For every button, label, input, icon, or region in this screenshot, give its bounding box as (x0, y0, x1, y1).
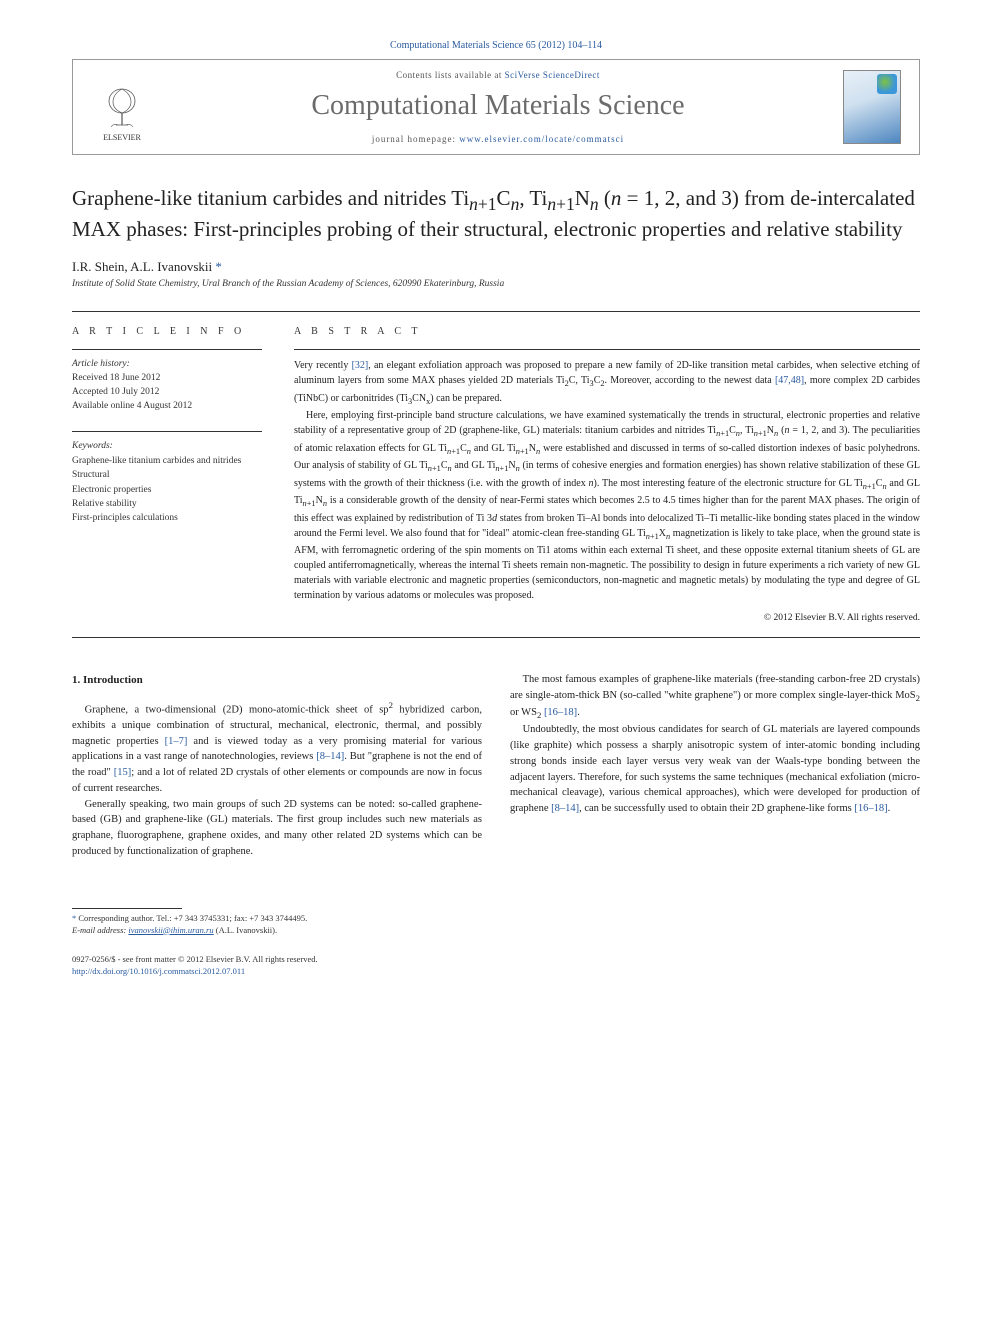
keyword-item: Electronic properties (72, 483, 262, 497)
info-divider-1 (72, 349, 262, 350)
info-abstract-row: A R T I C L E I N F O Article history: R… (72, 312, 920, 637)
article-title: Graphene-like titanium carbides and nitr… (72, 185, 920, 243)
authors: I.R. Shein, A.L. Ivanovskii * (72, 259, 920, 275)
page: Computational Materials Science 65 (2012… (0, 0, 992, 1038)
online-date: Available online 4 August 2012 (72, 400, 262, 414)
abstract-heading: A B S T R A C T (294, 326, 920, 337)
doi-link[interactable]: http://dx.doi.org/10.1016/j.commatsci.20… (72, 966, 245, 976)
elsevier-logo: ELSEVIER (91, 72, 153, 142)
keywords-list: Graphene-like titanium carbides and nitr… (72, 454, 262, 525)
contents-prefix: Contents lists available at (396, 70, 504, 80)
journal-reference: Computational Materials Science 65 (2012… (72, 40, 920, 51)
elsevier-tree-icon (101, 85, 143, 133)
keywords-label: Keywords: (72, 440, 262, 454)
elsevier-logo-text: ELSEVIER (103, 133, 141, 142)
received-date: Received 18 June 2012 (72, 372, 262, 386)
accepted-date: Accepted 10 July 2012 (72, 386, 262, 400)
affiliation: Institute of Solid State Chemistry, Ural… (72, 279, 920, 289)
body-para-2: Generally speaking, two main groups of s… (72, 797, 482, 860)
abstract-copyright: © 2012 Elsevier B.V. All rights reserved… (294, 613, 920, 623)
keyword-item: Graphene-like titanium carbides and nitr… (72, 454, 262, 468)
journal-homepage-link[interactable]: www.elsevier.com/locate/commatsci (459, 134, 624, 144)
body-para-1: Graphene, a two-dimensional (2D) mono-at… (72, 699, 482, 797)
corr-email-link[interactable]: ivanovskii@ihim.uran.ru (128, 925, 213, 935)
journal-header-box: ELSEVIER Contents lists available at Sci… (72, 59, 920, 155)
issn-line: 0927-0256/$ - see front matter © 2012 El… (72, 954, 920, 966)
abstract-para-1: Very recently [32], an elegant exfoliati… (294, 358, 920, 408)
body-para-4: Undoubtedly, the most obvious candidates… (510, 722, 920, 817)
journal-title: Computational Materials Science (171, 90, 825, 122)
keyword-item: Structural (72, 468, 262, 482)
article-history-block: Article history: Received 18 June 2012 A… (72, 358, 262, 413)
history-label: Article history: (72, 358, 262, 372)
article-info-heading: A R T I C L E I N F O (72, 326, 262, 337)
article-info-column: A R T I C L E I N F O Article history: R… (72, 326, 262, 623)
info-divider-2 (72, 431, 262, 432)
keywords-block: Keywords: Graphene-like titanium carbide… (72, 440, 262, 525)
abstract-column: A B S T R A C T Very recently [32], an e… (294, 326, 920, 623)
abstract-divider (294, 349, 920, 350)
keyword-item: Relative stability (72, 497, 262, 511)
journal-header-center: Contents lists available at SciVerse Sci… (171, 70, 825, 144)
keyword-item: First-principles calculations (72, 511, 262, 525)
footer: 0927-0256/$ - see front matter © 2012 El… (72, 954, 920, 978)
homepage-prefix: journal homepage: (372, 134, 459, 144)
body-para-3: The most famous examples of graphene-lik… (510, 672, 920, 722)
journal-cover-thumbnail (843, 70, 901, 144)
journal-homepage-line: journal homepage: www.elsevier.com/locat… (171, 134, 825, 144)
footnote-rule (72, 908, 182, 909)
abstract-para-2: Here, employing first-principle band str… (294, 408, 920, 603)
corr-email-name: (A.L. Ivanovskii). (216, 925, 277, 935)
corr-line: Corresponding author. Tel.: +7 343 37453… (78, 913, 307, 923)
abstract-text: Very recently [32], an elegant exfoliati… (294, 358, 920, 603)
email-label: E-mail address: (72, 925, 126, 935)
body-two-column: 1. Introduction Graphene, a two-dimensio… (72, 672, 920, 936)
divider-bottom (72, 637, 920, 638)
section-1-heading: 1. Introduction (72, 672, 482, 689)
contents-available-line: Contents lists available at SciVerse Sci… (171, 70, 825, 80)
corresponding-author-footnote: * Corresponding author. Tel.: +7 343 374… (72, 913, 482, 937)
sciencedirect-link[interactable]: SciVerse ScienceDirect (505, 70, 600, 80)
